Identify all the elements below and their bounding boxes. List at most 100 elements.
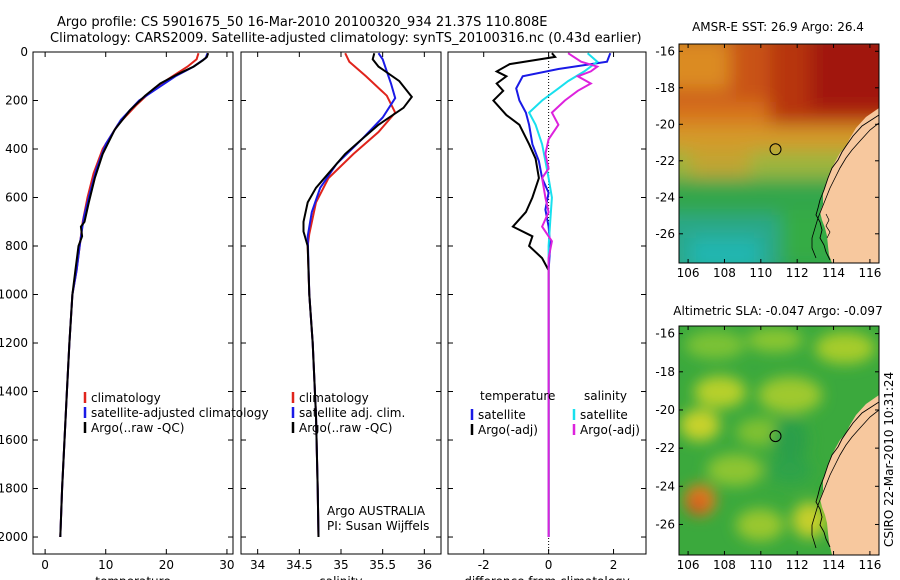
sst-map-panel: AMSR-E SST: 26.9 Argo: 26.4 <box>655 20 881 280</box>
series-line-salinity-satellite <box>527 52 599 537</box>
series-line-temperature-satellite <box>515 52 612 537</box>
sst-float-marker <box>769 143 782 156</box>
y-tick-label: 0 <box>20 45 28 59</box>
sla-shelf-contour <box>811 409 879 549</box>
map-y-tick-label: -16 <box>655 44 675 58</box>
side-timestamp: CSIRO 22-Mar-2010 10:31:24 <box>882 372 896 547</box>
y-tick-label: 1000 <box>0 288 28 302</box>
series-line-climatology <box>59 52 200 538</box>
map-x-tick-label: 108 <box>713 266 736 280</box>
legend-header-salinity: salinity <box>584 389 627 403</box>
title-line-1: Argo profile: CS 5901675_50 16-Mar-2010 … <box>57 15 547 30</box>
legend-label: Argo(-adj) <box>580 423 640 437</box>
map-x-tick-label: 106 <box>677 266 700 280</box>
legend-label: satellite-adjusted climatology <box>91 406 269 420</box>
map-x-tick-label: 112 <box>786 558 809 572</box>
map-x-tick-label: 110 <box>749 266 772 280</box>
y-tick-label: 2000 <box>0 530 28 544</box>
map-y-tick-label: -20 <box>655 403 675 417</box>
series-line-argo-raw-qc- <box>302 52 414 538</box>
x-tick-label: 34 <box>250 558 265 572</box>
x-tick-label: 30 <box>219 558 234 572</box>
sst-coastline-2 <box>825 213 831 239</box>
sla-land <box>820 395 879 555</box>
x-tick-label: 20 <box>159 558 174 572</box>
map-y-tick-label: -26 <box>655 517 675 531</box>
map-x-tick-label: 116 <box>858 266 881 280</box>
sst-coastline <box>815 114 879 261</box>
legend-label: satellite adj. clim. <box>299 406 405 420</box>
y-tick-label: 600 <box>5 191 28 205</box>
difference-panel: -2 0 2 difference from climatology temperatu… <box>447 51 647 580</box>
x-tick-label: 0 <box>545 558 553 572</box>
legend-label: Argo(..raw -QC) <box>91 421 184 435</box>
temperature-panel: 0 10 20 30 temperature 0 200 400 600 800 1000 1200 1… <box>0 45 269 580</box>
plot-frame <box>32 51 234 555</box>
sst-land <box>820 108 879 263</box>
map-y-tick-label: -26 <box>655 227 675 241</box>
series-line-climatology <box>306 52 397 538</box>
y-tick-label: 1800 <box>0 482 28 496</box>
map-x-tick-label: 108 <box>713 558 736 572</box>
map-y-tick-label: -16 <box>655 327 675 341</box>
x-tick-label: -2 <box>478 558 490 572</box>
legend-label: climatology <box>91 391 161 405</box>
plot-frame <box>447 51 647 555</box>
map-y-tick-label: -22 <box>655 441 675 455</box>
legend-label: climatology <box>299 391 369 405</box>
map-x-tick-label: 110 <box>749 558 772 572</box>
salinity-panel: 34 34.5 35 35.5 36 salinity climatologysatelli… <box>240 51 442 580</box>
y-tick-label: 1400 <box>0 385 28 399</box>
x-tick-label: 35.5 <box>369 558 396 572</box>
title-line-2: Climatology: CARS2009. Satellite-adjuste… <box>50 31 642 46</box>
map-y-tick-label: -24 <box>655 190 675 204</box>
x-tick-label: 35 <box>333 558 348 572</box>
map-x-tick-label: 112 <box>786 266 809 280</box>
plot-frame <box>240 51 442 555</box>
sst-map-title: AMSR-E SST: 26.9 Argo: 26.4 <box>692 20 864 34</box>
sla-heatmap <box>679 326 879 555</box>
y-tick-label: 200 <box>5 94 28 108</box>
x-axis-label: difference from climatology <box>464 575 630 580</box>
x-tick-label: 36 <box>417 558 432 572</box>
x-tick-label: 34.5 <box>286 558 313 572</box>
annotation-text: PI: Susan Wijffels <box>327 519 429 533</box>
map-y-tick-label: -18 <box>655 81 675 95</box>
x-tick-label: 0 <box>41 558 49 572</box>
y-tick-label: 1200 <box>0 336 28 350</box>
sla-map-panel: Altimetric SLA: -0.047 Argo: -0.097 <box>655 304 882 572</box>
sst-shelf-contour <box>811 122 879 259</box>
y-tick-label: 1600 <box>0 433 28 447</box>
map-y-tick-label: -22 <box>655 154 675 168</box>
x-tick-label: 10 <box>98 558 113 572</box>
legend-label: satellite <box>580 408 628 422</box>
sla-coastline <box>815 401 879 548</box>
series-line-argo-raw-qc- <box>59 52 210 538</box>
x-axis-label: salinity <box>319 575 362 580</box>
map-y-tick-label: -24 <box>655 479 675 493</box>
map-x-tick-label: 114 <box>822 266 845 280</box>
map-x-tick-label: 116 <box>858 558 881 572</box>
sst-map-axes: 106 108 110 112 114 116 -16 -18 -20 -22 -24 -26 <box>655 44 881 280</box>
series-line-temperature-argo-adj- <box>492 52 558 537</box>
y-tick-label: 400 <box>5 142 28 156</box>
sla-map-axes: 106 108 110 112 114 116 -16 -18 -20 -22 -24 -26 <box>655 326 881 572</box>
legend-label: satellite <box>478 408 526 422</box>
map-x-tick-label: 106 <box>677 558 700 572</box>
annotation-text: Argo AUSTRALIA <box>327 504 426 518</box>
series-line-satellite-adj-clim- <box>306 52 397 538</box>
map-x-tick-label: 114 <box>822 558 845 572</box>
legend-label: Argo(..raw -QC) <box>299 421 392 435</box>
map-y-tick-label: -20 <box>655 117 675 131</box>
y-tick-label: 800 <box>5 239 28 253</box>
sst-map-frame <box>678 43 880 264</box>
x-axis-label: temperature <box>95 575 170 580</box>
sla-float-marker <box>769 430 782 443</box>
sla-map-title: Altimetric SLA: -0.047 Argo: -0.097 <box>673 304 882 318</box>
legend-label: Argo(-adj) <box>478 423 538 437</box>
legend-header-temperature: temperature <box>480 389 555 403</box>
sla-map-frame <box>678 325 880 556</box>
series-line-salinity-argo-adj- <box>540 52 600 537</box>
x-tick-label: 2 <box>610 558 618 572</box>
